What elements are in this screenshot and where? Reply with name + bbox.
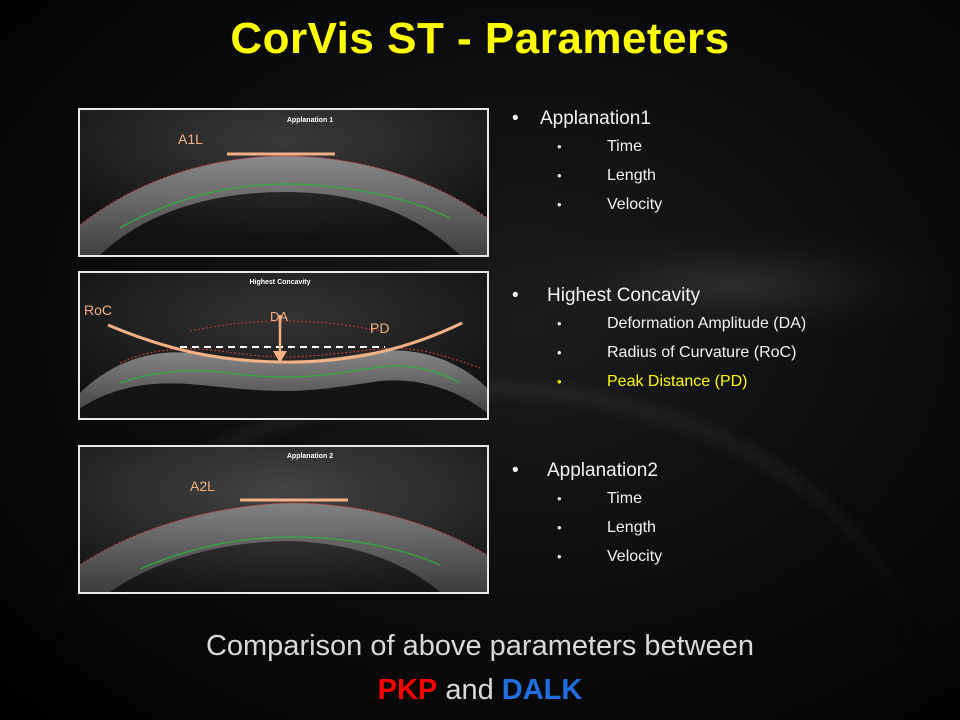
bullet-dot-icon: •	[557, 520, 562, 535]
roc-label: RoC	[84, 302, 112, 318]
dalk-label: DALK	[501, 674, 583, 706]
bullet-dot-icon: •	[557, 491, 562, 506]
bullet-dot-icon: •	[512, 108, 519, 129]
pd-label: PD	[370, 320, 389, 336]
panel-header: Applanation 1	[287, 117, 333, 124]
page-title: CorVis ST - Parameters	[230, 14, 730, 63]
bullet-dot-icon: •	[557, 549, 562, 564]
bullet-dot-icon: •	[512, 285, 519, 306]
a2l-label: A2L	[190, 478, 215, 494]
footer-line2: PKP and DALK	[0, 668, 960, 712]
bullet-dot-icon: •	[557, 345, 562, 360]
panel-header: Applanation 2	[287, 453, 333, 460]
bullet-dot-icon: •	[557, 168, 562, 183]
comparison-footer: Comparison of above parameters between P…	[0, 624, 960, 712]
bullet-dot-icon: •	[557, 139, 562, 154]
highest-concavity-image: Highest Concavity RoC DA PD	[78, 271, 489, 420]
bullet-dot-icon: •	[557, 197, 562, 212]
a1l-label: A1L	[178, 131, 203, 147]
panel-header: Highest Concavity	[249, 279, 310, 286]
applanation1-image: Applanation 1 A1L	[78, 108, 489, 257]
and-label: and	[445, 674, 494, 706]
bullet-dot-icon: •	[512, 460, 519, 481]
bullet-dot-icon: •	[557, 374, 562, 389]
background-glow	[520, 230, 950, 340]
footer-line1: Comparison of above parameters between	[205, 630, 755, 662]
pkp-label: PKP	[377, 674, 438, 706]
bullet-dot-icon: •	[557, 316, 562, 331]
da-label: DA	[270, 309, 288, 324]
applanation2-image: Applanation 2 A2L	[78, 445, 489, 594]
